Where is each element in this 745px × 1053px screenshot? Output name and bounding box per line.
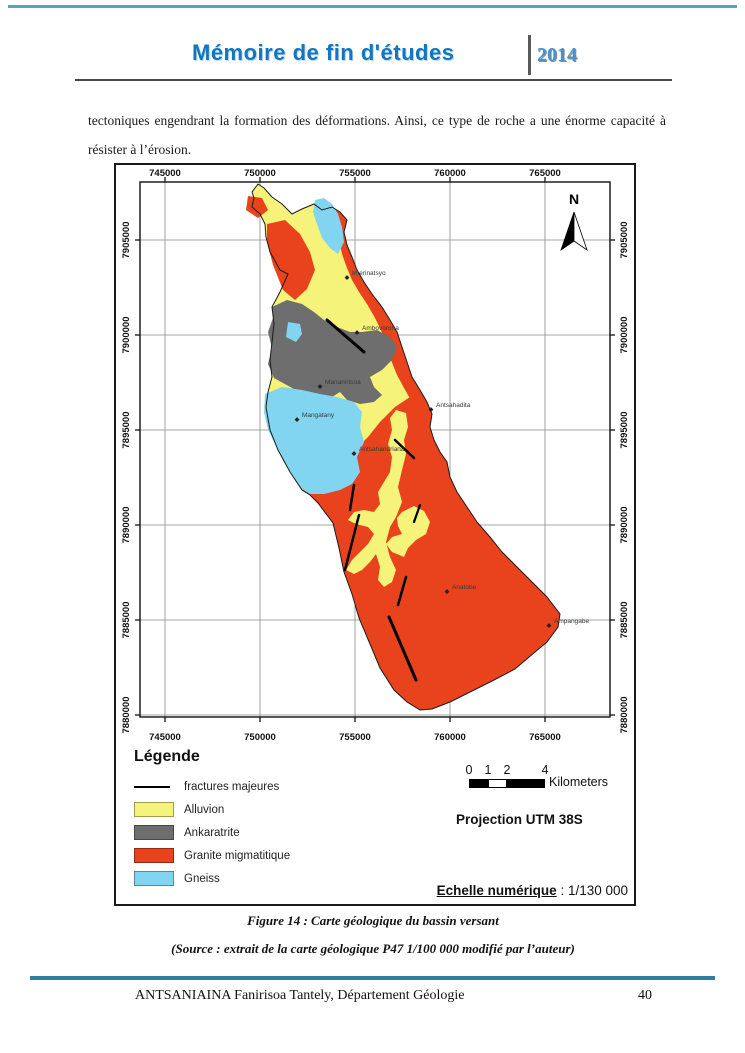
x-tick: 765000	[529, 732, 561, 743]
place-label: Ampangabe	[554, 618, 589, 625]
y-tick: 7885000	[619, 602, 630, 639]
legend-item-fractures: fractures majeures	[134, 775, 290, 798]
y-tick: 7900000	[619, 317, 630, 354]
x-tick: 750000	[244, 732, 276, 743]
header-year: 2014	[537, 44, 577, 66]
x-axis-top-labels: 745000 750000 755000 760000 765000	[149, 168, 561, 179]
scalebar-unit: Kilometers	[549, 775, 609, 789]
map-figure-box: 745000 750000 755000 760000 765000 74500…	[114, 163, 636, 906]
y-tick: 7895000	[121, 412, 132, 449]
header-divider	[528, 35, 531, 75]
x-tick: 760000	[434, 168, 466, 179]
footer-page-number: 40	[638, 988, 652, 1003]
numeric-scale-note: Echelle numérique : 1/130 000	[437, 883, 628, 898]
map-legend: Légende fractures majeures Alluvion Anka…	[134, 748, 290, 890]
gneiss-regions	[264, 198, 364, 494]
ankaratrite-swatch	[134, 825, 174, 840]
y-axis-left-labels: 7905000 7900000 7895000 7890000 7885000 …	[121, 222, 132, 734]
place-label: Anatobe	[452, 584, 477, 591]
y-tick: 7905000	[121, 222, 132, 259]
page-header-title: Mémoire de fin d'études	[192, 40, 455, 65]
place-label: Imerinatsyo	[352, 270, 386, 277]
basin-outline	[251, 183, 561, 711]
legend-item-label: Granite migmatitique	[184, 849, 291, 862]
fracture-line-swatch	[134, 779, 174, 794]
figure-caption: Figure 14 : Carte géologique du bassin v…	[247, 913, 499, 928]
basin-layers: Imerinatsyo Ambovorona Manarintsoa Manga…	[246, 183, 589, 711]
y-tick: 7885000	[121, 602, 132, 639]
granite-swatch	[134, 848, 174, 863]
footer-rule	[30, 976, 715, 980]
place-label: Ambovorona	[362, 325, 399, 332]
place-labels: Imerinatsyo Ambovorona Manarintsoa Manga…	[302, 270, 589, 625]
scalebar-tick: 2	[503, 763, 511, 777]
y-tick: 7900000	[121, 317, 132, 354]
x-tick: 755000	[339, 168, 371, 179]
legend-item-alluvion: Alluvion	[134, 798, 290, 821]
y-tick: 7880000	[619, 697, 630, 734]
place-label: Antsahandriana	[359, 446, 405, 453]
x-tick: 765000	[529, 168, 561, 179]
x-tick: 745000	[149, 732, 181, 743]
north-label: N	[569, 191, 579, 207]
y-axis-right-labels: 7905000 7900000 7895000 7890000 7885000 …	[619, 222, 630, 734]
legend-item-gneiss: Gneiss	[134, 867, 290, 890]
numeric-scale-value: : 1/130 000	[560, 883, 628, 898]
legend-item-label: Gneiss	[184, 872, 220, 885]
body-paragraph: tectoniques engendrant la formation des …	[88, 112, 666, 157]
figure-source: (Source : extrait de la carte géologique…	[171, 941, 575, 956]
legend-item-ankaratrite: Ankaratrite	[134, 821, 290, 844]
x-tick: 750000	[244, 168, 276, 179]
y-tick: 7890000	[121, 507, 132, 544]
x-tick: 755000	[339, 732, 371, 743]
header-rule	[75, 79, 672, 81]
legend-title: Légende	[134, 748, 200, 765]
y-tick: 7895000	[619, 412, 630, 449]
projection-label: Projection UTM 38S	[456, 812, 583, 827]
scalebar-tick: 4	[541, 763, 549, 777]
legend-item-label: Alluvion	[184, 803, 225, 816]
geological-map: 745000 750000 755000 760000 765000 74500…	[121, 168, 630, 743]
legend-item-label: Ankaratrite	[184, 826, 240, 839]
scalebar-tick: 0	[465, 763, 473, 777]
x-axis-bottom-labels: 745000 750000 755000 760000 765000	[149, 732, 561, 743]
place-label: Antsahadita	[436, 402, 471, 409]
y-tick: 7880000	[121, 697, 132, 734]
legend-item-label: fractures majeures	[184, 780, 280, 793]
place-label: Mangatany	[302, 412, 335, 419]
x-tick: 760000	[434, 732, 466, 743]
footer-author: ANTSANIAINA Fanirisoa Tantely, Départeme…	[135, 988, 465, 1003]
top-border-rule	[8, 5, 737, 8]
y-tick: 7905000	[619, 222, 630, 259]
x-tick: 745000	[149, 168, 181, 179]
y-tick: 7890000	[619, 507, 630, 544]
scale-bar: 0 1 2 4 Kilometers	[452, 763, 634, 795]
alluvion-swatch	[134, 802, 174, 817]
north-arrow-icon: N	[560, 191, 588, 252]
map-ticks	[135, 177, 615, 722]
fracture-lines	[325, 318, 422, 682]
numeric-scale-label: Echelle numérique	[436, 883, 557, 898]
legend-item-granite: Granite migmatitique	[134, 844, 290, 867]
plot-frame	[139, 181, 611, 718]
gneiss-swatch	[134, 871, 174, 886]
scalebar-tick: 1	[484, 763, 492, 777]
scalebar-segments	[469, 779, 545, 788]
alluvion-branches	[346, 410, 430, 587]
place-label: Manarintsoa	[325, 379, 361, 386]
